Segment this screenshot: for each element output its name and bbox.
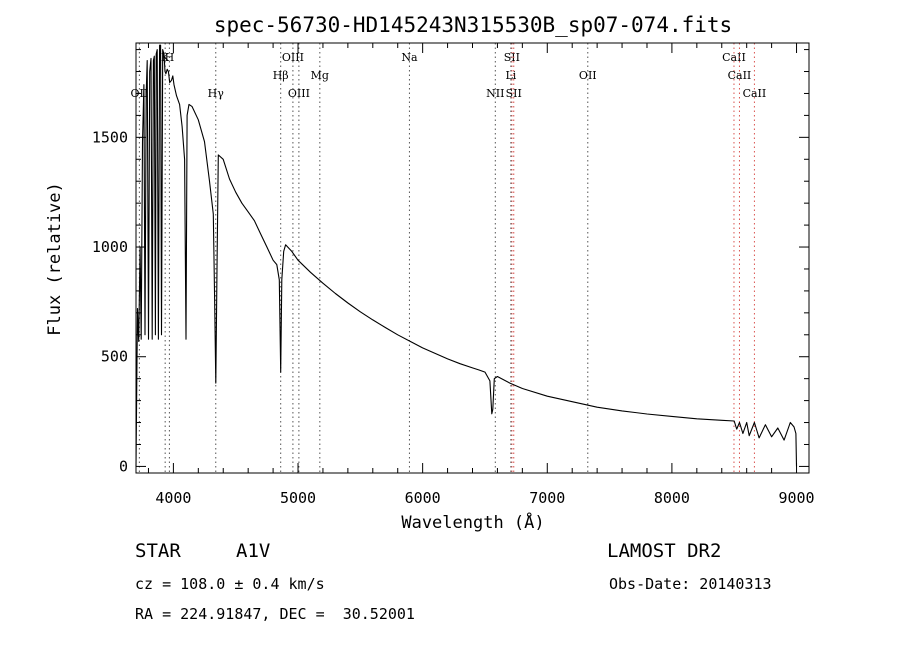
x-tick-label: 7000 xyxy=(529,489,565,507)
coordinates-readout: RA = 224.91847, DEC = 30.52001 xyxy=(135,605,415,623)
redshift-readout: cz = 108.0 ± 0.4 km/s xyxy=(135,575,325,593)
x-tick-label: 4000 xyxy=(155,489,191,507)
line-marker-label: OIII xyxy=(288,87,310,100)
spectrum-series xyxy=(135,44,798,467)
survey-name: LAMOST DR2 xyxy=(607,540,722,562)
y-tick-label: 1000 xyxy=(92,238,128,256)
obs-date-readout: Obs-Date: 20140313 xyxy=(609,575,772,593)
spectrum-line xyxy=(135,44,798,467)
line-marker-label: CaII xyxy=(728,69,752,82)
line-marker-label: CaII xyxy=(743,87,767,100)
line-marker-label: OII xyxy=(579,69,597,82)
line-marker-label: Mg xyxy=(311,69,329,82)
line-marker-label: OIII xyxy=(282,51,304,64)
line-marker-label: Hβ xyxy=(273,69,289,82)
x-tick-label: 6000 xyxy=(405,489,441,507)
object-class: STAR xyxy=(135,540,181,562)
spectral-type: A1V xyxy=(236,540,271,562)
line-marker-label: SII xyxy=(506,87,522,100)
x-tick-label: 5000 xyxy=(280,489,316,507)
x-axis-label: Wavelength (Å) xyxy=(401,511,544,533)
plot-axes: 4000 5000 6000 7000 8000 9000 0 500 1000 1500 xyxy=(92,42,815,507)
y-tick-label: 1500 xyxy=(92,128,128,146)
emission-line-markers: OIIKHHγHβOIIIOIIIMgNaNIISIILiSIIOIICaIIC… xyxy=(131,43,767,473)
line-marker-label: Li xyxy=(505,69,516,82)
line-marker-label: K xyxy=(161,51,170,64)
y-axis-label: Flux (relative) xyxy=(45,182,65,336)
line-marker-label: CaII xyxy=(722,51,746,64)
x-tick-label: 9000 xyxy=(778,489,814,507)
y-tick-label: 500 xyxy=(101,348,128,366)
line-marker-label: Na xyxy=(401,51,418,64)
y-tick-label: 0 xyxy=(119,457,128,475)
x-tick-label: 8000 xyxy=(654,489,690,507)
chart-title: spec-56730-HD145243N315530B_sp07-074.fit… xyxy=(214,13,732,37)
line-marker-label: Hγ xyxy=(208,87,225,100)
plot-frame xyxy=(135,42,810,474)
line-marker-label: H xyxy=(165,51,175,64)
line-marker-label: NII xyxy=(486,87,504,100)
line-marker-label: SII xyxy=(504,51,520,64)
